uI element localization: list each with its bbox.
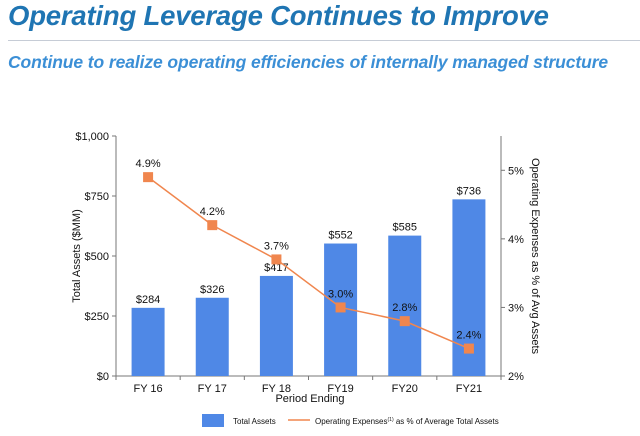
- legend-line-label-sup: (1): [388, 417, 394, 423]
- bar-series: $284$326$417$552$585$736: [131, 185, 486, 376]
- y2-tick-label: 2%: [508, 371, 524, 383]
- x-tick-label: FY 16: [134, 383, 163, 395]
- y-tick-label: $1,000: [75, 131, 109, 143]
- page-subtitle: Continue to realize operating efficienci…: [8, 52, 609, 72]
- axis-labels: Period Ending Total Assets ($MM) Operati…: [71, 158, 541, 405]
- line-point: [207, 220, 218, 231]
- y-tick-label: $500: [85, 251, 109, 263]
- bar: [259, 275, 293, 376]
- y2-tick-label: 3%: [508, 302, 524, 314]
- line-data-label: 3.0%: [328, 288, 353, 300]
- line-data-label: 3.7%: [264, 240, 289, 252]
- line-data-label: 2.4%: [456, 330, 481, 342]
- line-data-label: 4.2%: [200, 206, 225, 218]
- x-tick-label: FY 17: [198, 383, 227, 395]
- title-divider: [8, 40, 640, 41]
- line-point: [335, 302, 346, 313]
- bar-data-label: $326: [200, 284, 224, 296]
- y2-tick-label: 5%: [508, 165, 524, 177]
- y-tick-label: $0: [97, 371, 109, 383]
- line-point: [271, 254, 282, 265]
- chart-axes: $0 $250 $500 $750 $1,000 2% 3% 4% 5% FY 16 FY 17 FY…: [75, 131, 524, 395]
- line-series: 4.9% 4.2% 3.7% 3.0% 2.8% 2.4%: [136, 158, 482, 354]
- legend-bar-swatch: [202, 414, 224, 427]
- legend-line-label: Operating Expenses(1) as % of Average To…: [315, 417, 499, 426]
- line-point: [463, 343, 474, 354]
- bar: [388, 235, 422, 376]
- bar-data-label: $585: [393, 222, 417, 234]
- bar: [195, 297, 229, 376]
- line-data-label: 4.9%: [136, 158, 161, 170]
- x-axis-label: Period Ending: [275, 393, 344, 405]
- x-tick-label: FY19: [327, 383, 353, 395]
- chart-legend: Total Assets Operating Expenses(1) as % …: [202, 414, 499, 427]
- y-tick-label: $250: [85, 311, 109, 323]
- line-point: [399, 316, 410, 327]
- x-tick-label: FY21: [456, 383, 482, 395]
- legend-line-label-rest: as % of Average Total Assets: [394, 417, 499, 426]
- y2-tick-label: 4%: [508, 234, 524, 246]
- legend-bar-label: Total Assets: [233, 417, 276, 426]
- y2-axis-label: Operating Expenses as % of Avg Assets: [529, 158, 541, 355]
- bar-data-label: $284: [136, 294, 160, 306]
- series-line: [147, 176, 470, 350]
- page-title: Operating Leverage Continues to Improve: [8, 0, 549, 31]
- x-tick-label: FY20: [392, 383, 418, 395]
- bar: [131, 307, 165, 376]
- bar-data-label: $552: [328, 230, 352, 242]
- bar-data-label: $736: [457, 185, 481, 197]
- line-data-label: 2.8%: [392, 302, 417, 314]
- legend-line-label-main: Operating Expenses: [315, 417, 388, 426]
- y-axis-label: Total Assets ($MM): [71, 209, 83, 303]
- line-point: [143, 172, 154, 183]
- x-tick-label: FY 18: [262, 383, 291, 395]
- y-tick-label: $750: [85, 191, 109, 203]
